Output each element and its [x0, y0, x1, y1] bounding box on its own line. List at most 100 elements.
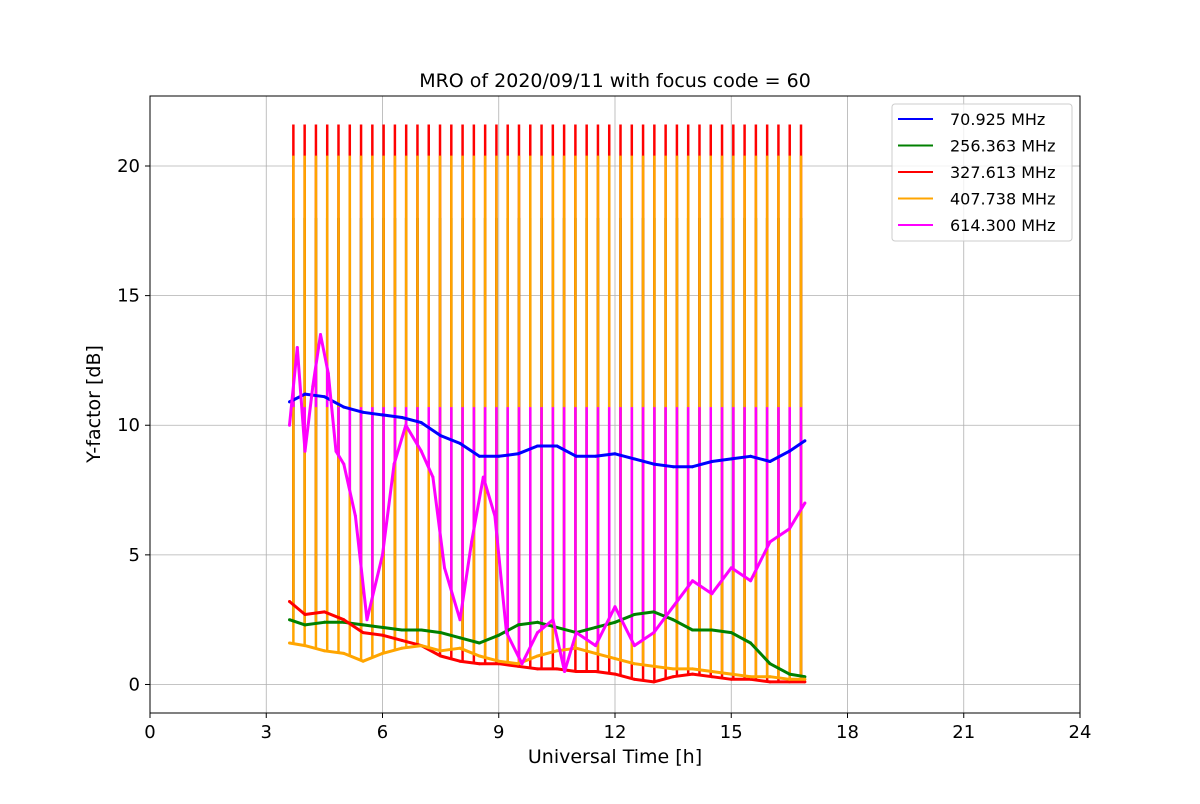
- data-point: [288, 400, 291, 404]
- legend-label: 256.363 MHz: [950, 137, 1055, 156]
- data-point: [419, 644, 423, 648]
- y-tick-label: 20: [117, 156, 140, 177]
- series-line-4: [288, 333, 807, 673]
- data-point: [400, 628, 404, 632]
- data-point: [710, 628, 714, 632]
- data-point: [326, 371, 330, 375]
- data-point: [303, 644, 307, 648]
- data-point: [787, 677, 791, 681]
- data-point: [439, 654, 443, 658]
- x-tick-label: 9: [493, 722, 504, 743]
- data-point: [671, 465, 675, 469]
- data-point: [458, 618, 462, 622]
- data-point: [419, 421, 423, 425]
- data-point: [520, 662, 524, 666]
- series-lines: [288, 333, 807, 684]
- x-tick-label: 0: [144, 722, 155, 743]
- data-point: [353, 514, 357, 518]
- data-point: [768, 675, 772, 679]
- data-point: [322, 395, 326, 399]
- y-tick-label: 10: [117, 415, 140, 436]
- data-point: [342, 462, 346, 466]
- x-tick-label: 15: [720, 722, 743, 743]
- data-point: [361, 659, 365, 663]
- data-point: [691, 465, 694, 469]
- data-point: [381, 413, 384, 417]
- legend-label: 407.738 MHz: [950, 190, 1055, 209]
- data-point: [295, 346, 299, 349]
- data-point: [691, 628, 694, 632]
- data-point: [729, 457, 733, 461]
- data-point: [431, 475, 435, 479]
- data-point: [311, 384, 315, 388]
- data-point: [342, 405, 346, 409]
- data-point: [710, 592, 714, 596]
- chart-title: MRO of 2020/09/11 with focus code = 60: [419, 70, 811, 92]
- data-point: [493, 514, 497, 518]
- data-point: [632, 613, 636, 616]
- data-point: [303, 613, 307, 616]
- data-point: [749, 579, 753, 583]
- y-tick-label: 15: [117, 286, 140, 307]
- data-point: [787, 680, 791, 684]
- data-point: [392, 462, 396, 466]
- data-point: [652, 664, 656, 668]
- data-point: [342, 618, 346, 622]
- data-point: [749, 675, 753, 679]
- data-point: [365, 618, 369, 622]
- data-point: [536, 631, 539, 635]
- data-point: [322, 649, 326, 653]
- data-point: [768, 662, 772, 666]
- data-point: [400, 638, 404, 642]
- data-point: [729, 672, 733, 676]
- data-point: [555, 667, 559, 671]
- data-point: [749, 454, 753, 458]
- data-point: [574, 670, 578, 673]
- data-point: [555, 649, 559, 653]
- data-point: [361, 410, 365, 414]
- data-point: [536, 654, 539, 658]
- data-point: [613, 657, 617, 661]
- x-tick-label: 21: [952, 722, 975, 743]
- data-point: [632, 662, 636, 666]
- series-line-2: [288, 600, 805, 684]
- data-point: [400, 646, 404, 650]
- y-axis-label: Y-factor [dB]: [83, 345, 105, 464]
- legend-box: [891, 103, 1073, 242]
- data-point: [710, 675, 714, 679]
- series-line-0: [288, 392, 806, 469]
- data-point: [691, 672, 694, 676]
- data-point: [322, 610, 326, 614]
- legend-label: 327.613 MHz: [950, 163, 1055, 182]
- data-point: [613, 605, 617, 609]
- data-point: [803, 680, 807, 684]
- data-point: [458, 646, 462, 650]
- data-point: [470, 540, 474, 544]
- data-point: [443, 566, 446, 570]
- data-point: [477, 454, 481, 458]
- data-point: [361, 623, 365, 627]
- data-point: [551, 618, 555, 622]
- series-line-3: [289, 641, 805, 681]
- data-point: [419, 628, 423, 632]
- x-axis-label: Universal Time [h]: [528, 746, 702, 768]
- x-tick-label: 12: [604, 722, 627, 743]
- data-point: [613, 672, 617, 676]
- data-point: [505, 631, 508, 635]
- data-point: [594, 644, 598, 648]
- data-point: [404, 423, 408, 427]
- data-point: [671, 675, 675, 679]
- data-point: [516, 623, 520, 627]
- data-point: [516, 452, 520, 456]
- data-point: [632, 457, 636, 461]
- data-point: [671, 605, 675, 609]
- data-point: [803, 675, 807, 679]
- data-point: [497, 633, 501, 637]
- data-point: [497, 659, 501, 663]
- legend-label: 614.300 MHz: [950, 216, 1055, 235]
- data-point: [400, 416, 404, 419]
- data-point: [594, 625, 598, 629]
- data-point: [768, 460, 772, 463]
